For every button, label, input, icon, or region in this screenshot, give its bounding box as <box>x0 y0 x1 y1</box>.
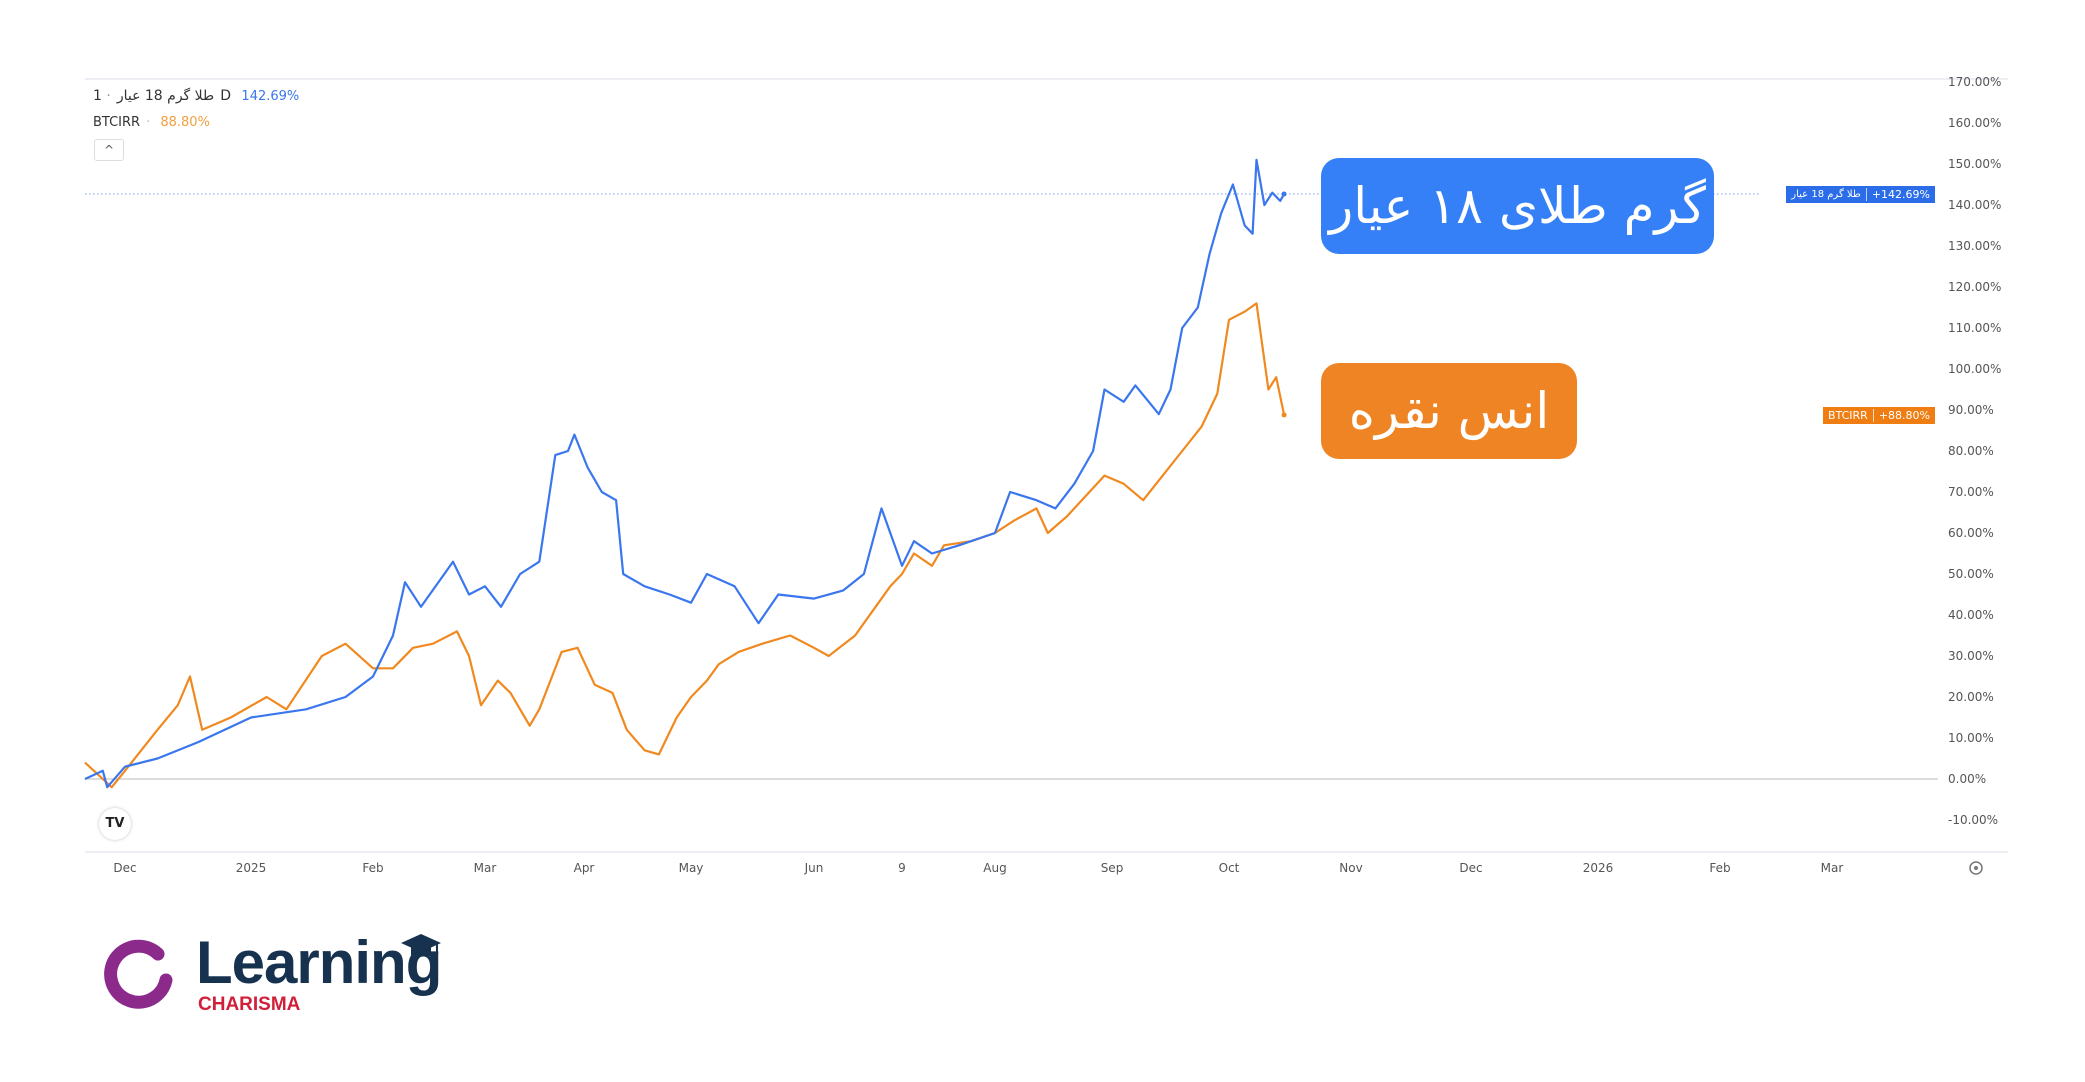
btc-tag-value: +88.80% <box>1878 409 1930 422</box>
x-tick-label: Mar <box>474 861 497 875</box>
y-tick-label: 110.00% <box>1948 321 2001 335</box>
x-tick-label: Feb <box>362 861 383 875</box>
y-tick-label: 100.00% <box>1948 362 2001 376</box>
y-tick-label: -10.00% <box>1948 813 1998 827</box>
btcirr-series-line[interactable] <box>84 302 1286 789</box>
legend-series2-value: 88.80% <box>160 115 210 130</box>
gold-callout: گرم طلای ۱۸ عیار <box>1321 158 1714 254</box>
legend-series2-name[interactable]: BTCIRR <box>93 115 141 130</box>
x-tick-label: Mar <box>1821 861 1844 875</box>
y-tick-label: 120.00% <box>1948 280 2001 294</box>
learning-charisma-logo: Learning CHARISMA <box>100 928 460 1023</box>
y-tick-label: 0.00% <box>1948 772 1986 786</box>
logo-c-arc-icon <box>104 939 173 1009</box>
tradingview-logo[interactable]: TV <box>99 808 131 840</box>
btc-price-tag: BTCIRR +88.80% <box>1822 407 1935 424</box>
x-tick-label: Dec <box>1459 861 1482 875</box>
y-tick-label: 60.00% <box>1948 526 1994 540</box>
legend-series1-value: 142.69% <box>241 89 300 104</box>
gold-series-line[interactable] <box>84 158 1286 789</box>
legend-series1-name: طلا گرم 18 عیار <box>116 88 215 104</box>
x-tick-label: 9 <box>898 861 906 875</box>
x-tick-label: May <box>679 861 704 875</box>
y-tick-label: 10.00% <box>1948 731 1994 745</box>
x-tick-label: Aug <box>983 861 1006 875</box>
settings-gear-icon[interactable] <box>1969 861 1983 875</box>
y-tick-label: 140.00% <box>1948 198 2001 212</box>
series-last-point <box>1281 191 1287 197</box>
logo-sub: CHARISMA <box>198 994 301 1015</box>
silver-callout-label: انس نقره <box>1348 382 1550 440</box>
x-tick-label: Dec <box>113 861 136 875</box>
legend-interval[interactable]: 1D <box>93 88 231 104</box>
graduation-cap-icon <box>401 934 441 956</box>
y-tick-label: 50.00% <box>1948 567 1994 581</box>
y-tick-label: 90.00% <box>1948 403 1994 417</box>
y-tick-label: 20.00% <box>1948 690 1994 704</box>
silver-callout: انس نقره <box>1321 363 1577 459</box>
x-tick-label: Nov <box>1339 861 1362 875</box>
x-tick-label: Apr <box>574 861 595 875</box>
legend-row-2: BTCIRR · 88.80% <box>93 115 210 130</box>
y-tick-label: 150.00% <box>1948 157 2001 171</box>
logo-word: Learning <box>196 929 442 996</box>
legend-collapse-button[interactable]: ^ <box>94 139 124 161</box>
series-last-point <box>1281 412 1287 418</box>
y-tick-label: 170.00% <box>1948 75 2001 89</box>
chevron-up-icon: ^ <box>103 143 115 157</box>
y-tick-label: 40.00% <box>1948 608 1994 622</box>
x-tick-label: 2025 <box>236 861 267 875</box>
x-tick-label: Oct <box>1219 861 1240 875</box>
y-tick-label: 70.00% <box>1948 485 1994 499</box>
gold-tag-value: +142.69% <box>1871 188 1930 201</box>
y-tick-label: 80.00% <box>1948 444 1994 458</box>
gold-price-tag: طلا گرم 18 عیار +142.69% <box>1786 186 1935 203</box>
tv-logo-text: TV <box>105 816 125 831</box>
y-tick-label: 30.00% <box>1948 649 1994 663</box>
legend-row-1: طلا گرم 18 عیار· 1D 142.69% <box>93 88 300 104</box>
x-tick-label: Jun <box>804 861 824 875</box>
gold-tag-name: طلا گرم 18 عیار <box>1791 189 1861 200</box>
x-tick-label: Feb <box>1709 861 1730 875</box>
x-tick-label: 2026 <box>1583 861 1614 875</box>
gold-callout-label: گرم طلای ۱۸ عیار <box>1329 177 1706 235</box>
x-tick-label: Sep <box>1101 861 1124 875</box>
btc-tag-name: BTCIRR <box>1827 409 1868 422</box>
y-tick-label: 160.00% <box>1948 116 2001 130</box>
y-tick-label: 130.00% <box>1948 239 2001 253</box>
